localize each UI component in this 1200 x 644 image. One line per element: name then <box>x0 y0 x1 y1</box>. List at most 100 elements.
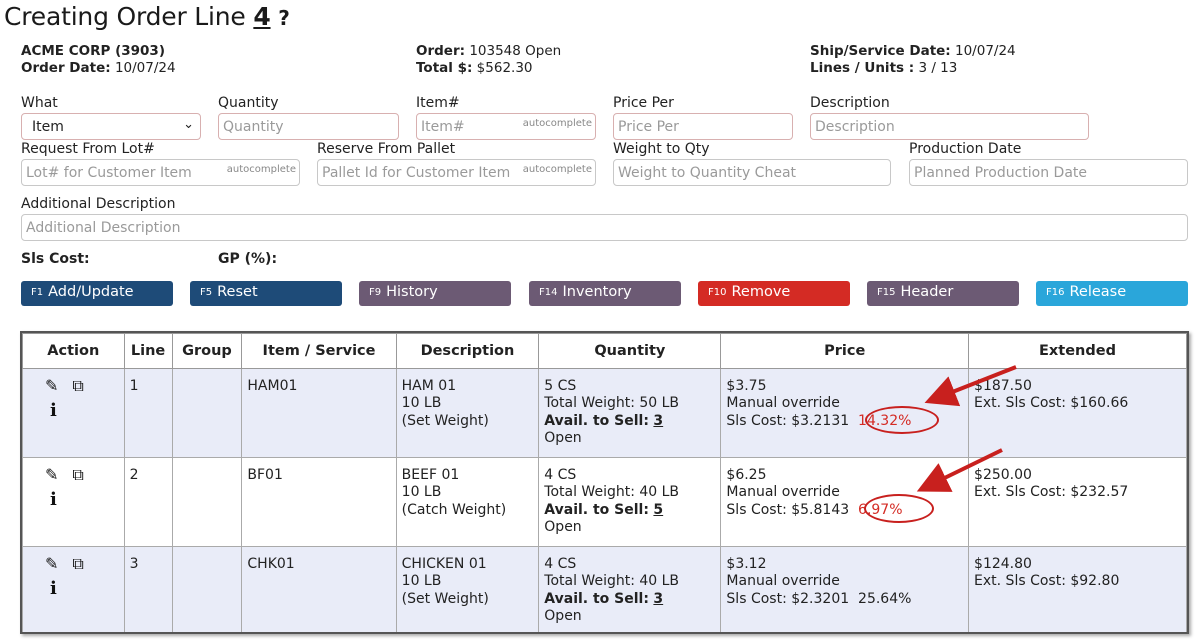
group-cell <box>171 368 243 458</box>
key-hint: F5 <box>200 287 213 298</box>
extended-sls-cost: Ext. Sls Cost: $160.66 <box>974 395 1129 412</box>
description-cell: HAM 01 10 LB (Set Weight) <box>395 368 540 458</box>
col-description: Description <box>395 333 540 369</box>
item-cell: CHK01 <box>241 546 397 632</box>
button-label: Inventory <box>562 284 632 300</box>
qty-units: 4 CS <box>544 556 577 572</box>
lines-value: 3 / 13 <box>918 60 958 76</box>
reset-button[interactable]: F5 Reset <box>190 281 342 306</box>
copy-icon[interactable]: ⧉ <box>72 465 84 484</box>
avail-value[interactable]: 3 <box>653 412 664 429</box>
extended-value: $250.00 <box>974 467 1032 483</box>
col-action: Action <box>22 333 125 369</box>
price-value: $3.12 <box>726 556 767 572</box>
desc-size: 10 LB <box>401 573 442 590</box>
autocomplete-tag: autocomplete <box>226 164 296 175</box>
help-icon[interactable]: ? <box>278 6 290 30</box>
copy-icon[interactable]: ⧉ <box>72 554 84 573</box>
key-hint: F9 <box>369 287 382 298</box>
line-cell: 2 <box>123 457 173 547</box>
what-select[interactable]: Item ⌄ <box>21 113 201 140</box>
additional-description-input[interactable]: Additional Description <box>21 214 1188 241</box>
extended-value: $124.80 <box>974 556 1032 572</box>
order-date-value: 10/07/24 <box>114 60 176 76</box>
button-label: Header <box>900 284 954 300</box>
avail-value[interactable]: 5 <box>653 501 664 518</box>
add-update-button[interactable]: F1 Add/Update <box>21 281 173 306</box>
what-label: What <box>21 95 58 111</box>
table-header-row: Action Line Group Item / Service Descrip… <box>22 333 1187 369</box>
row-actions: ✎ ⧉ i <box>22 368 125 458</box>
pencil-icon[interactable]: ✎ <box>45 465 59 484</box>
weight-input[interactable]: Weight to Quantity Cheat <box>613 159 891 186</box>
desc-type: (Set Weight) <box>401 590 489 607</box>
group-cell <box>171 457 243 547</box>
avail-to-sell: Avail. to Sell: 5 <box>544 502 715 519</box>
quantity-cell: 4 CS Total Weight: 40 LB Avail. to Sell:… <box>538 546 722 632</box>
price-note: Manual override <box>726 395 840 412</box>
item-input[interactable]: Item# autocomplete <box>416 113 596 140</box>
desc-name: HAM 01 <box>401 378 457 394</box>
qty-weight: Total Weight: 50 LB <box>544 395 680 412</box>
weight-label: Weight to Qty <box>613 141 710 157</box>
production-date-input[interactable]: Planned Production Date <box>909 159 1188 186</box>
ship-value: 10/07/24 <box>955 43 1016 59</box>
desc-name: BEEF 01 <box>401 467 460 483</box>
order-label: Order: <box>416 43 466 59</box>
description-label: Description <box>810 95 890 111</box>
price-note: Manual override <box>726 573 840 590</box>
sls-cost-label: Sls Cost: <box>21 251 90 267</box>
price-note: Manual override <box>726 484 840 501</box>
lot-placeholder: Lot# for Customer Item <box>26 165 192 181</box>
col-price: Price <box>720 333 970 369</box>
quantity-cell: 4 CS Total Weight: 40 LB Avail. to Sell:… <box>538 457 722 547</box>
autocomplete-tag: autocomplete <box>522 164 592 175</box>
additional-description-label: Additional Description <box>21 196 176 212</box>
button-label: Reset <box>217 284 258 300</box>
header-button[interactable]: F15 Header <box>867 281 1019 306</box>
highlight-circle <box>864 494 934 523</box>
price-value: $3.75 <box>726 378 767 394</box>
remove-button[interactable]: F10 Remove <box>698 281 850 306</box>
info-icon[interactable]: i <box>50 400 57 422</box>
desc-size: 10 LB <box>401 395 442 412</box>
sls-cost-text: Sls Cost: $3.2131 <box>726 412 850 429</box>
ship-info: Ship/Service Date: 10/07/24 Lines / Unit… <box>810 43 1016 77</box>
desc-type: (Catch Weight) <box>401 501 507 518</box>
copy-icon[interactable]: ⧉ <box>72 376 84 395</box>
pencil-icon[interactable]: ✎ <box>45 376 59 395</box>
inventory-button[interactable]: F14 Inventory <box>529 281 681 306</box>
history-button[interactable]: F9 History <box>359 281 511 306</box>
row-actions: ✎ ⧉ i <box>22 457 125 547</box>
info-icon[interactable]: i <box>50 578 57 600</box>
button-label: History <box>386 284 438 300</box>
pallet-input[interactable]: Pallet Id for Customer Item autocomplete <box>317 159 596 186</box>
key-hint: F15 <box>877 287 896 298</box>
quantity-label: Quantity <box>218 95 279 111</box>
col-quantity: Quantity <box>538 333 722 369</box>
qty-weight: Total Weight: 40 LB <box>544 573 680 590</box>
extended-sls-cost: Ext. Sls Cost: $92.80 <box>974 573 1120 590</box>
release-button[interactable]: F16 Release <box>1036 281 1188 306</box>
gp-percent: 25.64% <box>858 590 912 607</box>
key-hint: F16 <box>1046 287 1065 298</box>
item-cell: BF01 <box>241 457 397 547</box>
key-hint: F10 <box>708 287 727 298</box>
page-title: Creating Order Line 4 ? <box>4 2 290 31</box>
qty-units: 4 CS <box>544 467 577 483</box>
avail-value[interactable]: 3 <box>653 590 664 607</box>
avail-to-sell: Avail. to Sell: 3 <box>544 413 715 430</box>
table-row: ✎ ⧉ i 2 BF01 BEEF 01 10 LB (Catch Weight)… <box>22 457 1187 547</box>
quantity-input[interactable]: Quantity <box>218 113 399 140</box>
pencil-icon[interactable]: ✎ <box>45 554 59 573</box>
col-line: Line <box>123 333 173 369</box>
pallet-label: Reserve From Pallet <box>317 141 456 157</box>
qty-units: 5 CS <box>544 378 577 394</box>
button-label: Remove <box>731 284 791 300</box>
order-info: Order: 103548 Open Total $: $562.30 <box>416 43 561 77</box>
highlight-circle <box>865 406 939 434</box>
lot-input[interactable]: Lot# for Customer Item autocomplete <box>21 159 300 186</box>
info-icon[interactable]: i <box>50 489 57 511</box>
price-input[interactable]: Price Per <box>613 113 793 140</box>
description-input[interactable]: Description <box>810 113 1089 140</box>
